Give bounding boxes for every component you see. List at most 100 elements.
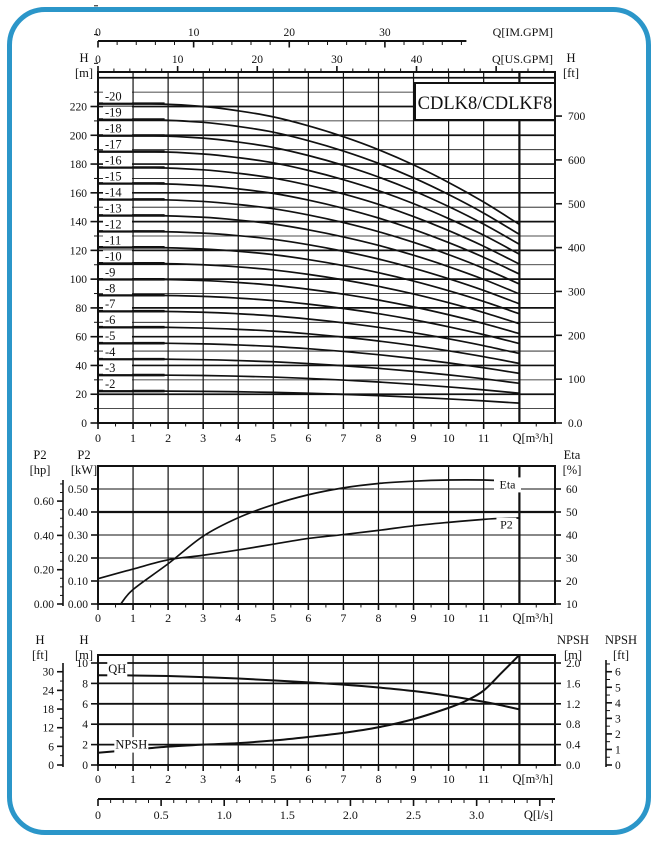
tick-label: 20 xyxy=(252,54,264,66)
eta-axis-name: Eta xyxy=(564,448,581,462)
tick-label: 1 xyxy=(130,772,136,786)
tick-label: 2 xyxy=(82,740,88,752)
eta-axis: Eta[%] 10 20 30 40 50 60 xyxy=(555,448,581,611)
tick-label: 11 xyxy=(478,611,490,625)
tick-label: 60 xyxy=(76,332,88,344)
stage-label-bg xyxy=(103,282,132,295)
tick-label: 1 xyxy=(615,744,621,756)
tick-label: 180 xyxy=(70,159,88,171)
tick-label: 8 xyxy=(375,611,381,625)
tick-label: 30 xyxy=(379,27,391,39)
tick-label: 0.20 xyxy=(34,565,54,577)
tick-label: 120 xyxy=(70,245,88,257)
tick-label: 4 xyxy=(235,611,241,625)
eta-curve-label: Eta xyxy=(500,477,517,491)
tick-label: 2 xyxy=(615,729,621,741)
model-title-box: CDLK8/CDLKF8 xyxy=(414,82,556,121)
h-ft-axis-name: H xyxy=(566,51,575,65)
stage-label-bg xyxy=(103,106,132,119)
stage-label-bg xyxy=(103,362,132,375)
stage-label-5: -5 xyxy=(105,329,115,343)
tick-label: 80 xyxy=(76,303,88,315)
tick-label: 100 xyxy=(70,274,88,286)
tick-label: 30 xyxy=(331,54,343,66)
stage-label-bg xyxy=(103,90,132,103)
tick-label: 0.0 xyxy=(568,418,583,430)
tick-label: 0.40 xyxy=(34,530,54,542)
tick-label: 3 xyxy=(200,611,206,625)
tick-label: 10 xyxy=(443,611,455,625)
tick-label: 5 xyxy=(270,772,276,786)
npsh-m-axis: NPSH[m] 0.0 0.4 0.8 1.2 1.6 2.0 xyxy=(555,633,589,772)
power-curves: Eta P2 xyxy=(97,477,522,605)
qh-curve xyxy=(97,674,520,711)
h-ft-axis-unit: [ft] xyxy=(32,648,48,662)
tick-label: 24 xyxy=(43,685,55,697)
stage-curves: -2 -3 -4 -5 -6 -7 -8 -9 -10 -11 -12 -13 -14 -15-16 -17… xyxy=(97,90,520,404)
tick-label: 30 xyxy=(43,667,55,679)
tick-label: 10 xyxy=(443,431,455,445)
tick-label: 100 xyxy=(568,374,586,386)
tick-label: 10 xyxy=(172,54,184,66)
stage-curve-11 xyxy=(97,246,520,315)
npsh-plot-border xyxy=(97,654,556,766)
tick-label: 0 xyxy=(95,611,101,625)
stage-label-bg xyxy=(103,202,132,215)
tick-label: 9 xyxy=(411,431,417,445)
q-m3h-axis-label: Q[m³/h] xyxy=(512,431,553,445)
stage-curve-6 xyxy=(97,326,520,365)
stage-label-10: -10 xyxy=(105,249,122,263)
stage-label-bg xyxy=(103,122,132,135)
h-m-axis-name: H xyxy=(79,51,88,65)
tick-label: 4 xyxy=(235,431,241,445)
stage-label-18: -18 xyxy=(105,122,122,136)
tick-label: 40 xyxy=(566,530,578,542)
qh-curve-label: QH xyxy=(108,662,126,676)
q-m3h-axis-label: Q[m³/h] xyxy=(512,611,553,625)
tick-label: 9 xyxy=(411,611,417,625)
tick-label: 7 xyxy=(340,772,346,786)
tick-label: 140 xyxy=(70,217,88,229)
model-title-frame xyxy=(414,82,556,121)
power-chart: P2[kW]0.000.100.200.300.400.50P2[hp]0.00… xyxy=(30,448,582,625)
stage-label-7: -7 xyxy=(105,297,115,311)
tick-label: 200 xyxy=(70,130,88,142)
q-imgpm-axis-label: Q[IM.GPM] xyxy=(493,25,553,39)
tick-label: 500 xyxy=(568,199,586,211)
model-title: CDLK8/CDLKF8 xyxy=(418,94,553,114)
tick-label: 0 xyxy=(95,431,101,445)
tick-label: 0.50 xyxy=(68,484,88,496)
tick-label: 1.6 xyxy=(566,678,581,690)
npsh-curve-label: NPSH xyxy=(115,738,147,752)
stage-label-2: -2 xyxy=(105,377,115,391)
stage-label-bg xyxy=(103,170,132,183)
tick-label: 10 xyxy=(443,772,455,786)
tick-label: 3 xyxy=(615,713,621,725)
tick-label: 0.10 xyxy=(68,576,88,588)
stage-curve-16 xyxy=(97,166,520,265)
qh-npsh-curves: QH NPSH xyxy=(97,654,521,754)
tick-label: 1.0 xyxy=(217,808,232,822)
tick-label: 10 xyxy=(566,599,578,611)
stage-curve-2 xyxy=(97,390,520,404)
stage-curve-14 xyxy=(97,198,520,285)
tick-label: 4 xyxy=(615,698,621,710)
stage-label-bg xyxy=(103,138,132,151)
tick-label: 4 xyxy=(235,772,241,786)
stage-curve-10 xyxy=(97,262,520,325)
npsh-chart: H[m]0246810H[ft]0612182430NPSH[m]0.00.40… xyxy=(32,633,637,822)
tick-label: 6 xyxy=(82,699,88,711)
tick-label: 0 xyxy=(82,760,88,772)
p2-curve-label-bg xyxy=(496,517,517,533)
tick-label: 10 xyxy=(77,658,89,670)
stage-curve-4 xyxy=(97,358,520,385)
stage-label-20: -20 xyxy=(105,90,122,104)
tick-label: 3.0 xyxy=(469,808,484,822)
tick-label: 0.8 xyxy=(566,719,581,731)
eta-curve-label-bg xyxy=(494,477,522,493)
tick-label: 0 xyxy=(95,772,101,786)
stage-label-bg xyxy=(103,186,132,199)
npsh-m-axis-name: NPSH xyxy=(557,633,589,647)
